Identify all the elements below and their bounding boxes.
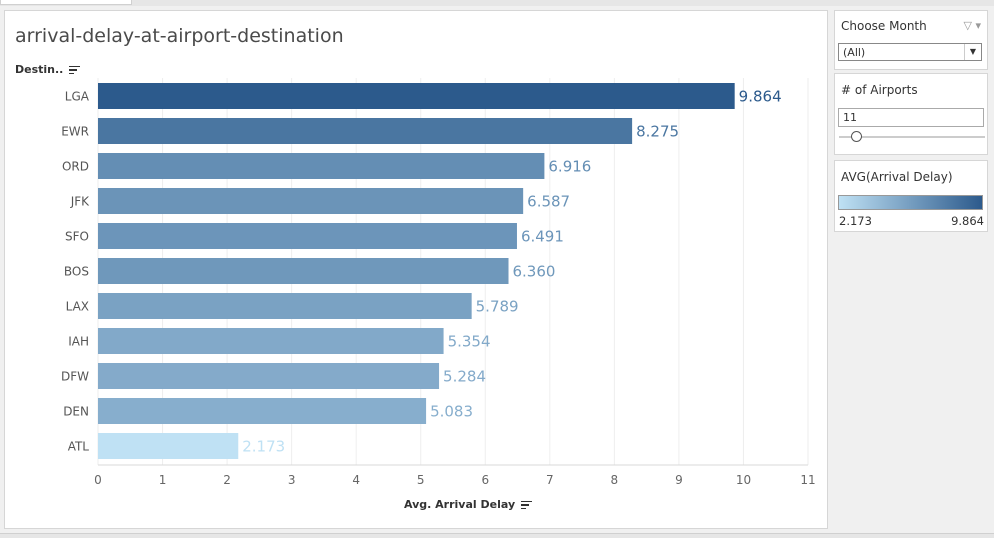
category-label: LAX — [66, 300, 89, 314]
x-tick-label: 9 — [675, 473, 683, 487]
x-tick-label: 7 — [546, 473, 554, 487]
category-label: BOS — [64, 265, 89, 279]
data-label: 5.284 — [443, 368, 486, 386]
x-axis-title[interactable]: Avg. Arrival Delay — [404, 498, 532, 511]
axis-sort-icon[interactable] — [520, 500, 532, 510]
bar — [98, 328, 444, 354]
chart-title: arrival-delay-at-airport-destination — [15, 25, 344, 47]
sort-icon[interactable] — [69, 65, 81, 75]
data-label: 6.916 — [548, 158, 591, 176]
data-label: 9.864 — [739, 88, 782, 106]
x-tick-label: 1 — [159, 473, 167, 487]
bar — [98, 398, 427, 424]
category-label: DEN — [63, 405, 89, 419]
bar — [98, 188, 524, 214]
row-dimension-label: Destin.. — [15, 63, 64, 76]
data-label: 5.354 — [448, 333, 491, 351]
sheet-tab[interactable] — [0, 0, 132, 5]
data-label: 8.275 — [636, 123, 679, 141]
x-axis-label: Avg. Arrival Delay — [404, 498, 516, 511]
row-dimension-header[interactable]: Destin.. — [15, 63, 81, 76]
data-label: 6.491 — [521, 228, 564, 246]
legend-color-ramp — [838, 195, 983, 210]
color-legend-card: AVG(Arrival Delay) 2.173 9.864 — [834, 160, 988, 232]
month-filter-card: Choose Month ▽ ▾ (All) ▼ — [834, 10, 988, 70]
bar — [98, 258, 509, 284]
airports-count-input[interactable]: 11 — [838, 108, 984, 127]
bottom-status-strip — [0, 533, 994, 538]
top-tab-strip — [0, 0, 994, 6]
category-label: SFO — [65, 230, 89, 244]
data-label: 6.587 — [527, 193, 570, 211]
x-tick-label: 8 — [611, 473, 619, 487]
category-label: JFK — [70, 195, 90, 209]
month-filter-title: Choose Month — [841, 19, 927, 33]
bar — [98, 363, 440, 389]
filter-funnel-icon[interactable]: ▽ ▾ — [963, 19, 981, 32]
x-tick-label: 10 — [736, 473, 751, 487]
bar — [98, 83, 735, 109]
month-select[interactable]: (All) ▼ — [838, 43, 982, 61]
data-label: 6.360 — [513, 263, 556, 281]
data-label: 5.083 — [430, 403, 473, 421]
bar — [98, 223, 517, 249]
category-label: DFW — [61, 370, 89, 384]
bar — [98, 433, 239, 459]
data-label: 2.173 — [242, 438, 285, 456]
x-tick-label: 5 — [417, 473, 425, 487]
category-label: IAH — [68, 335, 89, 349]
category-label: ORD — [62, 160, 89, 174]
airports-slider-track[interactable] — [839, 136, 985, 138]
category-label: ATL — [68, 440, 90, 454]
bar — [98, 293, 472, 319]
chevron-down-icon[interactable]: ▼ — [964, 44, 981, 60]
airports-slider-thumb[interactable] — [851, 131, 862, 142]
airports-parameter-card: # of Airports 11 — [834, 73, 988, 155]
legend-max-value: 9.864 — [951, 214, 984, 228]
x-tick-label: 11 — [800, 473, 815, 487]
x-tick-label: 6 — [481, 473, 489, 487]
x-tick-label: 2 — [223, 473, 231, 487]
legend-min-value: 2.173 — [839, 214, 872, 228]
x-tick-label: 3 — [288, 473, 296, 487]
category-label: LGA — [65, 90, 90, 104]
category-label: EWR — [61, 125, 89, 139]
data-label: 5.789 — [476, 298, 519, 316]
month-select-value: (All) — [843, 46, 866, 59]
x-tick-label: 4 — [352, 473, 360, 487]
legend-title: AVG(Arrival Delay) — [841, 170, 953, 184]
airports-parameter-title: # of Airports — [841, 83, 918, 97]
bar — [98, 153, 545, 179]
x-tick-label: 0 — [94, 473, 102, 487]
bar — [98, 118, 633, 144]
